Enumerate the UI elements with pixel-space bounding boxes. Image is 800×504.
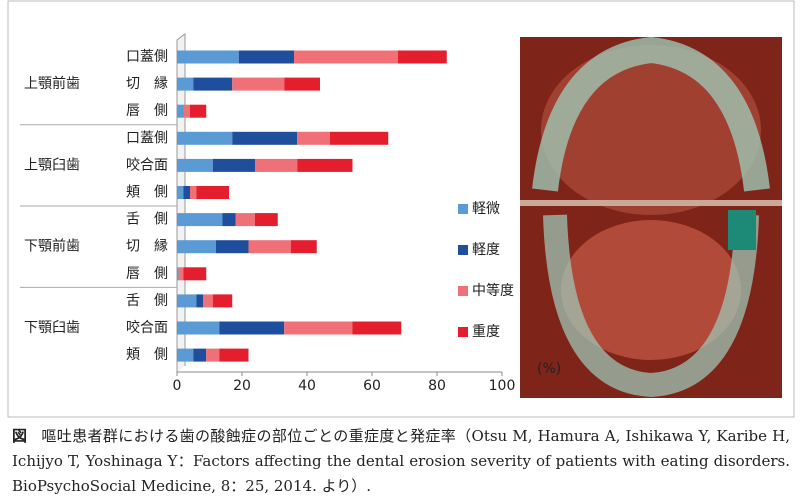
category-label: 唇 側	[126, 266, 168, 282]
category-label: 頬 側	[126, 347, 168, 363]
category-label: 舌 側	[126, 293, 168, 309]
category-label: 頬 側	[126, 185, 168, 201]
bar-segment	[177, 104, 184, 118]
group-label: 上顎臼歯	[24, 157, 80, 173]
bar-segment	[255, 158, 298, 172]
x-tick-label: 80	[428, 378, 446, 394]
caption-label: 図	[12, 427, 28, 445]
bar-segment	[177, 77, 194, 91]
bar-segment	[297, 158, 353, 172]
bar-segment	[216, 240, 249, 254]
bar-segment	[177, 348, 194, 362]
x-tick-label: 0	[173, 378, 182, 394]
bar-segment	[232, 131, 298, 145]
bar-segment	[398, 50, 447, 64]
caption-text: 嘔吐患者群における歯の酸蝕症の部位ごとの重症度と発症率（Otsu M, Hamu…	[12, 427, 790, 495]
bar-segment	[177, 240, 216, 254]
bar-segment	[222, 213, 236, 227]
bar-segment	[219, 348, 249, 362]
bar-segment	[177, 294, 197, 308]
x-tick-label: 40	[298, 378, 316, 394]
bar-segment	[196, 294, 203, 308]
legend-swatch	[458, 286, 468, 296]
bar-segment	[232, 77, 285, 91]
legend-swatch	[458, 327, 468, 337]
bar-segment	[177, 50, 239, 64]
bar-segment	[183, 104, 190, 118]
x-tick-label: 100	[489, 378, 516, 394]
tongue	[561, 220, 741, 360]
legend-label: 軽度	[472, 242, 500, 258]
bar-segment	[178, 267, 184, 281]
bar-segment	[177, 213, 223, 227]
bar-segment	[177, 158, 213, 172]
bar-segment	[183, 267, 207, 281]
group-label: 上顎前歯	[24, 75, 80, 92]
bar-segment	[183, 186, 190, 199]
upper-arch	[532, 36, 770, 192]
bar-segment	[203, 294, 213, 308]
x-tick-label: 20	[233, 378, 251, 394]
bar-segment	[255, 213, 278, 227]
bar-segment	[284, 321, 353, 335]
bar-segment	[290, 240, 317, 254]
category-label: 咬合面	[126, 319, 168, 336]
bar-segment	[193, 77, 233, 91]
legend-swatch	[458, 204, 468, 214]
group-label: 下顎前歯	[24, 238, 80, 255]
legend-label: 中等度	[472, 282, 514, 299]
bar-segment	[294, 50, 398, 64]
bar-segment	[238, 50, 294, 64]
category-label: 舌 側	[126, 212, 168, 228]
category-label: 切 縁	[126, 76, 168, 92]
category-label: 唇 側	[126, 103, 168, 119]
category-label: 口蓋側	[126, 49, 168, 65]
bar-segment	[284, 77, 320, 91]
bar-segment	[196, 186, 229, 199]
bar-segment	[212, 158, 255, 172]
bar-segment	[219, 321, 285, 335]
x-unit: (%)	[537, 361, 561, 377]
bar-segment	[212, 294, 233, 308]
bar-segment	[177, 186, 184, 199]
bar-segment	[329, 131, 389, 145]
severe-area	[728, 210, 756, 250]
category-label: 切 縁	[126, 239, 168, 255]
category-label: 咬合面	[126, 156, 168, 173]
lower-arch	[543, 214, 759, 398]
photo	[520, 36, 782, 398]
category-label: 口蓋側	[126, 130, 168, 146]
bar-segment	[352, 321, 402, 335]
bar-segment	[177, 321, 220, 335]
divider	[520, 200, 782, 206]
bar-segment	[235, 213, 255, 227]
legend-label: 軽微	[472, 201, 500, 217]
bar-segment	[193, 348, 207, 362]
palate	[541, 45, 761, 215]
bar-segment	[177, 267, 179, 281]
legend-label: 重度	[472, 324, 500, 340]
bar-segment	[177, 131, 233, 145]
group-label: 下顎臼歯	[24, 320, 80, 336]
legend-swatch	[458, 245, 468, 255]
caption: 図嘔吐患者群における歯の酸蝕症の部位ごとの重症度と発症率（Otsu M, Ham…	[12, 424, 790, 499]
bar-segment	[190, 186, 197, 199]
bar-segment	[190, 104, 207, 118]
bar-segment	[206, 348, 220, 362]
bar-segment	[297, 131, 330, 145]
x-tick-label: 60	[363, 378, 381, 394]
bar-segment	[248, 240, 291, 254]
